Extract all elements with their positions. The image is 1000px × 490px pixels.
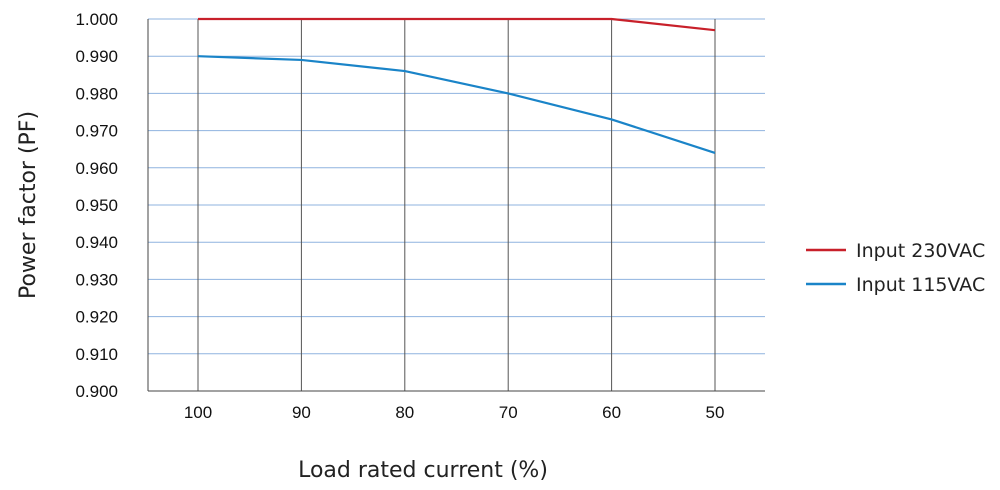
x-tick-label: 100 (184, 403, 212, 422)
y-tick-label: 0.940 (75, 233, 118, 252)
y-tick-labels: 0.900 0.910 0.920 0.930 0.940 0.950 0.960 0.970… (75, 10, 118, 401)
series-line-input-230vac (198, 17, 716, 32)
legend-label: Input 230VAC (856, 240, 985, 262)
y-tick-label: 0.990 (75, 47, 118, 66)
y-tick-label: 0.970 (75, 122, 118, 141)
horizontal-gridlines (148, 18, 765, 355)
y-tick-label: 0.930 (75, 270, 118, 289)
x-tick-label: 50 (706, 403, 725, 422)
series-lines (197, 17, 716, 154)
x-axis-title: Load rated current (%) (298, 458, 548, 483)
y-tick-label: 0.900 (75, 382, 118, 401)
y-tick-label: 0.980 (75, 84, 118, 103)
y-tick-label: 0.950 (75, 196, 118, 215)
y-axis-title: Power factor (PF) (16, 111, 41, 299)
x-tick-label: 80 (395, 403, 414, 422)
x-tick-label: 90 (292, 403, 311, 422)
y-tick-label: 0.960 (75, 159, 118, 178)
x-tick-labels: 100 90 80 70 60 50 (184, 403, 725, 422)
y-tick-label: 0.920 (75, 308, 118, 327)
x-tick-label: 60 (602, 403, 621, 422)
y-tick-label: 0.910 (75, 345, 118, 364)
legend-label: Input 115VAC (856, 274, 985, 296)
legend: Input 230VAC Input 115VAC (806, 240, 985, 296)
vertical-gridlines (197, 19, 716, 391)
y-tick-label: 1.000 (75, 10, 118, 29)
x-tick-label: 70 (499, 403, 518, 422)
series-line-input-115vac (197, 55, 716, 154)
